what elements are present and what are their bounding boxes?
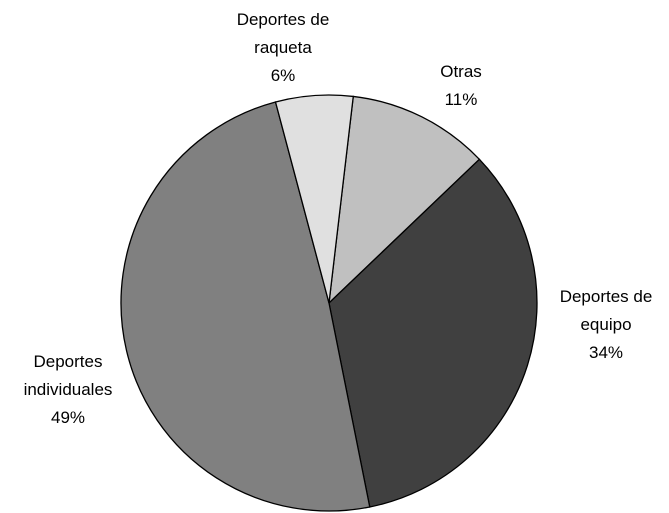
value-label: 11%	[444, 90, 478, 109]
pie-slice	[274, 94, 354, 304]
slice-label: Otras 11%	[421, 58, 501, 114]
slice-label: Deportes de raqueta 6%	[221, 6, 346, 90]
pie-slice	[328, 95, 481, 305]
value-label: 34%	[588, 343, 624, 362]
pie-slice	[328, 158, 538, 508]
value-label: 6%	[270, 66, 296, 85]
pie-slice	[120, 101, 371, 512]
value-label: 49%	[50, 408, 86, 427]
category-name: Deportes de raqueta	[236, 10, 330, 57]
category-name: Otras	[440, 62, 482, 81]
category-name: Deportes de equipo	[559, 287, 653, 334]
category-name: Deportes individuales	[23, 352, 113, 399]
slice-label: Deportes de equipo 34%	[544, 283, 669, 367]
slice-label: Deportes individuales 49%	[11, 348, 126, 432]
